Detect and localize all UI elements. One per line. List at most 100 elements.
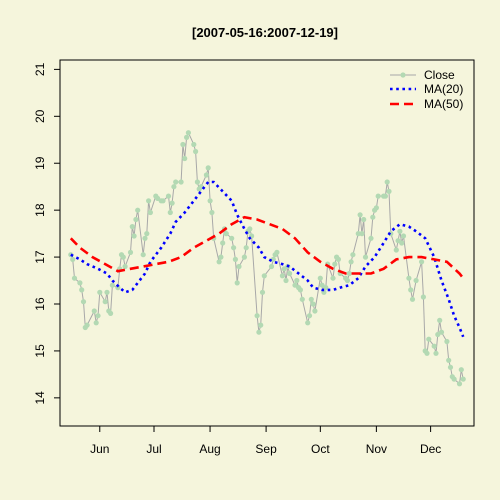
close-point: [247, 226, 253, 232]
close-point: [205, 165, 211, 171]
close-point: [299, 296, 305, 302]
close-point: [147, 209, 153, 216]
close-point: [223, 231, 229, 237]
close-point: [433, 350, 439, 356]
close-point: [209, 209, 215, 216]
close-point: [146, 198, 152, 204]
close-point: [426, 336, 432, 342]
close-point: [310, 301, 316, 307]
x-tick-label: Oct: [311, 442, 330, 456]
close-point: [413, 277, 419, 284]
close-point: [129, 224, 135, 230]
close-point: [261, 273, 267, 279]
close-point: [408, 287, 414, 293]
close-point: [95, 313, 101, 319]
close-point: [279, 273, 285, 279]
legend-key-close-point: [400, 72, 406, 78]
x-axis: Jun Jul Aug Sep Oct Nov Dec: [90, 426, 441, 456]
x-tick-label: Nov: [366, 442, 387, 456]
legend-label: Close: [424, 68, 455, 82]
close-point: [120, 254, 126, 260]
close-point: [447, 364, 454, 370]
close-point: [142, 235, 148, 241]
close-point: [207, 198, 213, 204]
close-point: [456, 381, 463, 387]
close-point: [437, 317, 443, 323]
close-point: [362, 254, 369, 260]
close-point: [400, 233, 407, 239]
close-point: [305, 320, 311, 326]
close-point: [193, 148, 199, 155]
close-point: [409, 296, 416, 302]
close-point: [350, 252, 356, 258]
close-point: [283, 277, 289, 284]
close-point: [348, 259, 354, 265]
y-tick-label: 17: [33, 250, 47, 264]
close-point: [274, 249, 280, 255]
close-point: [108, 310, 114, 316]
close-point: [194, 179, 200, 185]
close-point: [370, 214, 376, 220]
close-point: [319, 282, 325, 288]
x-tick-label: Jul: [146, 442, 161, 456]
close-point: [323, 285, 329, 291]
close-point: [220, 240, 226, 246]
close-point: [335, 256, 341, 262]
ma20-line: [70, 180, 465, 338]
close-point: [79, 287, 85, 293]
close-point: [419, 259, 425, 265]
close-point: [346, 270, 352, 277]
close-point: [424, 350, 430, 356]
close-point: [97, 289, 103, 295]
close-point: [375, 193, 381, 199]
close-point: [431, 343, 437, 349]
close-point: [368, 235, 374, 241]
close-point: [70, 256, 76, 262]
y-tick-label: 15: [33, 344, 47, 358]
close-point: [259, 289, 266, 295]
close-point: [171, 184, 177, 190]
close-point: [243, 245, 249, 251]
close-point: [218, 254, 224, 260]
close-point: [122, 263, 128, 270]
close-point: [287, 270, 293, 277]
close-point: [308, 296, 314, 302]
close-point: [109, 282, 115, 288]
close-point: [182, 155, 188, 162]
close-point: [169, 200, 175, 206]
y-tick-label: 20: [33, 109, 47, 123]
close-point: [80, 299, 87, 305]
legend-label: MA(50): [424, 97, 463, 111]
close-point: [306, 313, 313, 319]
close-point: [460, 376, 466, 382]
close-point: [135, 207, 141, 213]
close-point: [344, 277, 350, 284]
close-point: [332, 261, 338, 267]
y-tick-label: 18: [33, 203, 47, 217]
close-point: [256, 329, 262, 335]
close-point: [71, 275, 78, 281]
close-point: [91, 308, 97, 314]
close-point: [184, 134, 190, 140]
close-point: [185, 130, 191, 136]
close-point: [104, 289, 110, 295]
close-point: [435, 331, 441, 338]
close-point: [160, 198, 166, 204]
close-point: [258, 322, 264, 328]
close-point: [84, 322, 90, 328]
close-point: [93, 320, 99, 326]
legend-label: MA(20): [424, 82, 463, 96]
y-tick-label: 14: [33, 391, 47, 405]
close-point: [355, 231, 361, 237]
y-tick-label: 21: [33, 62, 47, 76]
close-point: [270, 256, 276, 262]
close-point: [241, 254, 247, 260]
x-tick-label: Sep: [255, 442, 277, 456]
ma50-line: [69, 215, 465, 280]
close-point: [294, 277, 300, 284]
close-point: [131, 233, 137, 239]
close-point: [386, 188, 392, 194]
close-point: [399, 240, 405, 246]
close-point: [268, 263, 275, 270]
